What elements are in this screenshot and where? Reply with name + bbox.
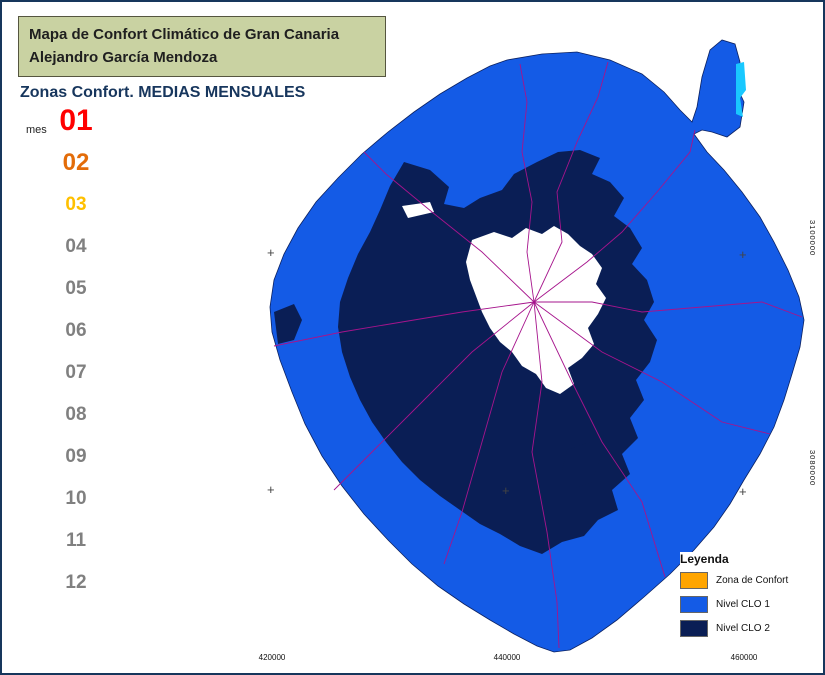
legend-item-label: Nivel CLO 1 xyxy=(716,599,770,610)
clo2-region-southeast-patch xyxy=(562,442,600,488)
month-05: 05 xyxy=(65,278,87,299)
month-12: 12 xyxy=(65,572,87,593)
x-coordinate-label: 420000 xyxy=(258,653,286,662)
month-09: 09 xyxy=(65,446,87,467)
month-01: 01 xyxy=(59,104,93,137)
legend-item-comfort: Zona de Confort xyxy=(680,572,816,589)
legend: Leyenda Zona de Confort Nivel CLO 1 Nive… xyxy=(680,552,816,644)
month-06: 06 xyxy=(65,320,87,341)
month-03: 03 xyxy=(65,194,87,215)
clo2-swatch xyxy=(680,620,708,637)
graticule-cross: + xyxy=(267,482,275,497)
month-04: 04 xyxy=(65,236,87,257)
month-10: 10 xyxy=(65,488,87,509)
legend-item-label: Zona de Confort xyxy=(716,575,789,586)
month-08: 08 xyxy=(65,404,87,425)
x-coordinate-label: 440000 xyxy=(493,653,521,662)
x-coordinate-label: 460000 xyxy=(730,653,758,662)
summit-white-region xyxy=(466,226,606,394)
summit-white-sliver xyxy=(402,202,434,218)
graticule-cross: + xyxy=(502,483,510,498)
y-coordinate-label: 3100000 xyxy=(808,220,817,257)
month-07: 07 xyxy=(65,362,87,383)
graticule-cross: + xyxy=(267,245,275,260)
clo1-swatch xyxy=(680,596,708,613)
isleta-detail xyxy=(736,62,746,117)
graticule-cross: + xyxy=(739,247,747,262)
boundary-lines xyxy=(273,61,803,649)
map-title: Mapa de Confort Climático de Gran Canari… xyxy=(29,26,340,43)
y-coordinate-label: 3080000 xyxy=(808,450,817,487)
map-subtitle: Zonas Confort. MEDIAS MENSUALES xyxy=(20,84,306,101)
legend-title: Leyenda xyxy=(680,552,729,566)
legend-item-label: Nivel CLO 2 xyxy=(716,623,770,634)
legend-item-clo1: Nivel CLO 1 xyxy=(680,596,816,613)
month-11: 11 xyxy=(65,530,87,551)
month-list: 01 02 03 04 05 06 07 08 09 10 11 12 xyxy=(48,100,104,604)
month-column-label: mes xyxy=(26,124,47,136)
month-02: 02 xyxy=(62,149,90,176)
title-box: Mapa de Confort Climático de Gran Canari… xyxy=(18,16,386,77)
map-author: Alejandro García Mendoza xyxy=(29,49,218,67)
graticule-cross: + xyxy=(739,484,747,499)
legend-item-clo2: Nivel CLO 2 xyxy=(680,620,816,637)
comfort-zone-swatch xyxy=(680,572,708,589)
clo2-region-west-patch xyxy=(274,304,302,344)
